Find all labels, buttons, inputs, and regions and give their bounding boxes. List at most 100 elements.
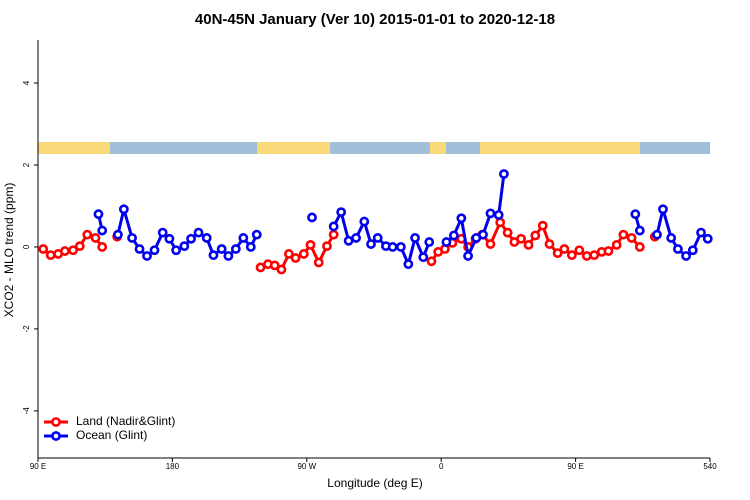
point: [134, 244, 145, 254]
point: [611, 240, 622, 250]
point: [97, 225, 108, 236]
point: [351, 233, 361, 243]
point: [463, 251, 473, 261]
land-ocean-strip: [38, 142, 710, 154]
x-axis-label: Longitude (deg E): [327, 476, 422, 490]
y-tick-label: 0: [22, 244, 31, 249]
x-tick-label: 90 E: [30, 462, 46, 471]
point: [307, 212, 317, 223]
point: [328, 229, 339, 240]
point: [456, 213, 467, 224]
point: [574, 245, 585, 256]
point: [74, 241, 85, 252]
point: [410, 233, 420, 243]
point: [112, 229, 123, 240]
point: [681, 251, 692, 261]
point: [523, 240, 534, 250]
x-tick-label: 90 E: [567, 462, 583, 471]
point: [702, 233, 713, 244]
point: [276, 264, 287, 275]
point: [82, 229, 93, 240]
point: [672, 244, 683, 254]
point: [127, 233, 137, 243]
point: [478, 229, 488, 240]
point: [328, 221, 339, 232]
point: [216, 244, 227, 254]
point: [666, 233, 677, 243]
point: [589, 250, 600, 261]
legend-marker: [51, 417, 61, 427]
point: [305, 240, 316, 250]
point: [687, 245, 698, 256]
point: [366, 239, 376, 249]
point: [359, 216, 370, 227]
x-tick-label: 0: [439, 462, 444, 471]
point: [164, 233, 175, 244]
point: [493, 210, 504, 220]
point: [313, 257, 324, 268]
point: [269, 260, 280, 271]
point: [530, 230, 541, 241]
point: [255, 262, 266, 273]
point: [495, 217, 506, 228]
x-tick-label: 180: [166, 462, 180, 471]
y-tick-label: -4: [22, 407, 31, 415]
point: [208, 250, 219, 261]
chart-title: 40N-45N January (Ver 10) 2015-01-01 to 2…: [195, 11, 555, 28]
point: [38, 244, 49, 254]
point: [90, 233, 101, 243]
point: [537, 220, 548, 231]
point: [171, 245, 182, 256]
point: [343, 235, 354, 246]
point: [283, 249, 294, 259]
point: [502, 227, 513, 238]
point: [238, 233, 249, 243]
point: [149, 245, 160, 256]
point: [634, 225, 645, 236]
point: [245, 242, 256, 252]
legend-label: Land (Nadir&Glint): [76, 414, 175, 428]
x-tick-label: 90 W: [297, 462, 316, 471]
point: [93, 209, 104, 220]
point: [603, 246, 614, 256]
point: [193, 227, 204, 238]
point: [395, 242, 406, 252]
point: [223, 251, 234, 261]
point: [157, 227, 168, 238]
point: [485, 208, 496, 219]
point: [118, 204, 129, 215]
point: [298, 249, 309, 259]
point: [97, 242, 108, 252]
point: [45, 250, 56, 261]
point: [201, 233, 212, 243]
point: [290, 253, 301, 263]
point: [626, 233, 637, 243]
point: [544, 239, 555, 249]
point: [418, 252, 429, 263]
x-tick-label: 540: [703, 462, 717, 471]
y-tick-label: 2: [22, 162, 31, 167]
point: [448, 230, 459, 241]
point: [230, 244, 241, 254]
point: [59, 246, 70, 256]
point: [186, 233, 196, 244]
point: [581, 251, 592, 261]
y-tick-label: -2: [22, 325, 31, 333]
point: [142, 251, 152, 261]
point: [485, 239, 496, 249]
point: [441, 237, 452, 247]
point: [251, 229, 262, 240]
point: [426, 256, 437, 267]
point: [566, 250, 577, 261]
point: [322, 241, 332, 252]
point: [630, 209, 641, 220]
point: [403, 259, 414, 270]
point: [68, 245, 78, 256]
legend: Land (Nadir&Glint)Ocean (Glint): [44, 414, 175, 442]
point: [618, 229, 629, 240]
point: [387, 242, 398, 252]
point: [634, 242, 645, 252]
point: [696, 227, 706, 238]
point: [652, 229, 662, 240]
